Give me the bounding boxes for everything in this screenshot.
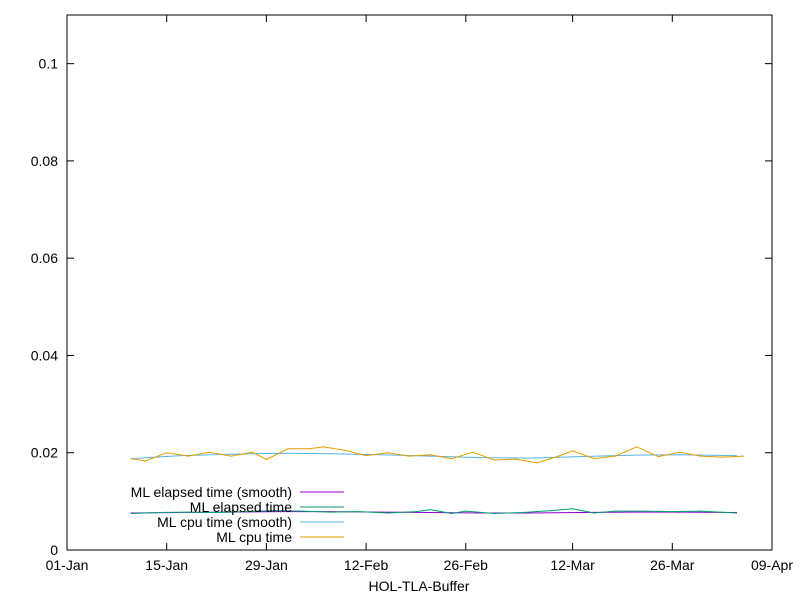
data-point — [572, 450, 574, 452]
data-point — [700, 510, 702, 512]
y-tick-label: 0.02 — [31, 445, 58, 461]
data-point — [230, 453, 232, 455]
data-point — [329, 511, 332, 513]
data-point — [230, 455, 232, 457]
data-point — [593, 512, 595, 514]
x-axis-label: HOL-TLA-Buffer — [369, 578, 470, 594]
legend-label: ML cpu time (smooth) — [157, 514, 292, 530]
data-point — [493, 459, 495, 461]
data-point — [287, 448, 289, 450]
data-point — [379, 454, 381, 456]
data-point — [735, 512, 738, 514]
data-point — [557, 455, 560, 457]
x-tick-label: 26-Mar — [650, 557, 695, 573]
data-point — [280, 511, 282, 513]
y-tick-label: 0.08 — [31, 153, 58, 169]
y-tick-label: 0.1 — [39, 56, 59, 72]
data-point — [493, 512, 495, 515]
data-point — [614, 455, 616, 457]
data-point — [643, 510, 645, 512]
data-point — [166, 452, 168, 454]
data-point — [629, 454, 631, 456]
data-point — [429, 509, 431, 511]
data-point — [358, 511, 360, 513]
x-axis: 01-Jan 15-Jan 29-Jan 12-Feb 26-Feb 12-Mar 26-M… — [46, 15, 793, 573]
data-point — [187, 511, 189, 513]
data-point — [386, 512, 389, 514]
legend-label: ML elapsed time (smooth) — [131, 484, 292, 500]
data-point — [251, 451, 253, 453]
series-layer — [130, 446, 745, 515]
data-point — [301, 510, 303, 512]
data-point — [144, 460, 146, 462]
x-tick-label: 15-Jan — [145, 557, 188, 573]
data-point — [386, 452, 389, 454]
data-point — [614, 510, 616, 512]
x-tick-label: 29-Jan — [245, 557, 288, 573]
data-point — [593, 458, 595, 460]
data-point — [515, 458, 517, 460]
data-point — [344, 449, 346, 451]
x-tick-label: 01-Jan — [46, 557, 89, 573]
data-point — [671, 511, 673, 513]
data-point — [130, 512, 132, 515]
data-point — [735, 455, 738, 457]
data-point — [721, 456, 723, 458]
data-point — [522, 511, 524, 514]
data-point — [678, 454, 681, 456]
x-tick-label: 09-Apr — [751, 557, 793, 573]
y-axis: 0 0.02 0.04 0.06 0.08 0.1 — [31, 56, 772, 558]
data-point — [657, 456, 659, 458]
data-point — [130, 458, 132, 460]
data-point — [479, 457, 481, 459]
data-point — [700, 455, 702, 457]
data-point — [629, 511, 631, 513]
data-point — [579, 511, 581, 514]
legend-label: ML cpu time — [216, 529, 292, 545]
data-point — [429, 511, 431, 514]
data-point — [265, 458, 267, 461]
data-point — [742, 455, 745, 457]
data-point — [272, 510, 275, 512]
data-point — [429, 455, 431, 457]
x-tick-label: 12-Mar — [550, 557, 595, 573]
y-tick-label: 0 — [50, 542, 58, 558]
y-tick-label: 0.04 — [31, 347, 58, 363]
data-point — [322, 446, 324, 448]
series-line-1 — [131, 508, 737, 514]
data-point — [308, 448, 310, 450]
x-tick-label: 12-Feb — [344, 557, 389, 573]
data-point — [187, 455, 189, 457]
legend: ML elapsed time (smooth)ML elapsed timeM… — [131, 484, 344, 545]
data-point — [636, 446, 638, 448]
data-point — [529, 512, 531, 514]
data-point — [215, 511, 218, 514]
data-point — [536, 462, 538, 464]
data-point — [579, 456, 581, 458]
plot-frame — [66, 14, 773, 551]
data-point — [408, 455, 410, 457]
y-tick-label: 0.06 — [31, 250, 58, 266]
data-point — [329, 453, 332, 455]
data-point — [208, 451, 210, 453]
data-point — [550, 510, 552, 512]
data-point — [415, 511, 417, 513]
data-point — [465, 510, 467, 512]
data-point — [678, 451, 681, 453]
data-point — [450, 512, 453, 515]
data-point — [159, 511, 161, 514]
data-point — [244, 511, 246, 513]
legend-label: ML elapsed time — [190, 499, 292, 515]
data-point — [365, 455, 367, 457]
data-point — [529, 457, 531, 459]
data-point — [472, 451, 474, 453]
data-point — [450, 458, 453, 460]
data-point — [572, 508, 574, 510]
x-tick-label: 26-Feb — [444, 557, 489, 573]
data-point — [429, 454, 431, 456]
